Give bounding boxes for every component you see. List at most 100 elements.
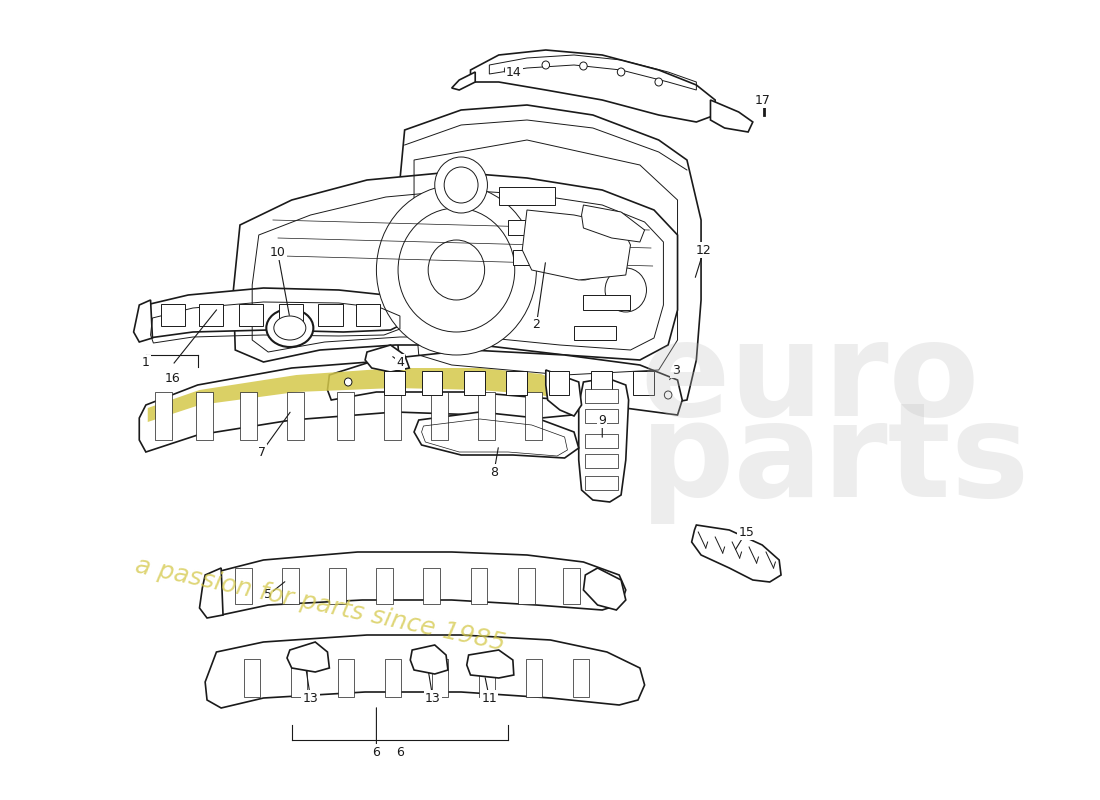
Text: 9: 9 — [598, 414, 606, 426]
Polygon shape — [328, 350, 682, 415]
Polygon shape — [471, 50, 715, 122]
Polygon shape — [410, 645, 448, 674]
Bar — [155, 392, 173, 440]
Circle shape — [605, 268, 647, 312]
Bar — [338, 659, 354, 697]
Bar — [199, 304, 223, 326]
Polygon shape — [711, 100, 752, 132]
Text: 16: 16 — [164, 371, 180, 385]
Text: 10: 10 — [270, 246, 286, 258]
Polygon shape — [579, 378, 628, 502]
Polygon shape — [405, 296, 428, 330]
Bar — [196, 392, 212, 440]
Text: euro: euro — [640, 317, 979, 443]
Text: 1: 1 — [142, 357, 150, 370]
Polygon shape — [199, 568, 223, 618]
Bar — [518, 568, 535, 604]
Polygon shape — [140, 360, 582, 452]
Text: 6: 6 — [396, 746, 404, 758]
Polygon shape — [522, 210, 630, 280]
Bar — [384, 371, 405, 395]
Text: 3: 3 — [672, 363, 680, 377]
Polygon shape — [365, 345, 409, 372]
Text: 13: 13 — [302, 691, 318, 705]
Circle shape — [564, 240, 603, 280]
Polygon shape — [452, 72, 475, 90]
Bar — [591, 371, 612, 395]
Bar — [431, 392, 448, 440]
Bar — [384, 392, 400, 440]
Bar — [549, 371, 570, 395]
Text: 8: 8 — [490, 466, 498, 478]
Bar — [318, 304, 342, 326]
Circle shape — [434, 157, 487, 213]
Text: 2: 2 — [532, 318, 540, 331]
Bar — [585, 454, 618, 468]
Bar — [498, 187, 556, 205]
Circle shape — [654, 78, 662, 86]
Bar — [585, 389, 618, 403]
Bar — [355, 304, 381, 326]
Circle shape — [542, 61, 550, 69]
Bar — [634, 371, 654, 395]
Circle shape — [617, 68, 625, 76]
Bar — [573, 659, 590, 697]
Bar — [513, 250, 560, 265]
Text: 4: 4 — [396, 355, 404, 369]
Bar — [421, 371, 442, 395]
Text: 14: 14 — [506, 66, 521, 78]
Polygon shape — [233, 172, 678, 362]
Text: 6: 6 — [373, 746, 381, 758]
Bar — [432, 659, 448, 697]
Bar — [526, 659, 542, 697]
Bar — [287, 392, 304, 440]
Bar — [244, 659, 260, 697]
Bar — [478, 392, 495, 440]
Bar — [376, 568, 394, 604]
Polygon shape — [692, 525, 781, 582]
Bar — [278, 304, 303, 326]
Bar — [464, 371, 485, 395]
Text: 15: 15 — [738, 526, 755, 538]
Bar — [424, 568, 440, 604]
Text: 5: 5 — [264, 589, 272, 602]
Polygon shape — [466, 650, 514, 678]
Bar — [337, 392, 354, 440]
Text: 12: 12 — [696, 243, 712, 257]
Bar — [585, 434, 618, 448]
Polygon shape — [414, 412, 579, 458]
Bar — [235, 568, 252, 604]
Bar — [471, 568, 487, 604]
Bar — [290, 659, 307, 697]
Text: parts: parts — [640, 397, 1031, 523]
Circle shape — [664, 391, 672, 399]
Text: 13: 13 — [425, 691, 441, 705]
Text: 17: 17 — [755, 94, 770, 106]
Polygon shape — [546, 370, 582, 416]
Text: a passion for parts since 1985: a passion for parts since 1985 — [133, 554, 507, 656]
Bar — [525, 392, 542, 440]
Polygon shape — [583, 568, 626, 610]
Polygon shape — [287, 642, 329, 672]
Polygon shape — [207, 552, 626, 615]
Bar — [583, 295, 630, 310]
Bar — [385, 659, 400, 697]
Ellipse shape — [274, 316, 306, 340]
Text: 11: 11 — [482, 691, 497, 705]
Circle shape — [398, 208, 515, 332]
Bar — [574, 326, 616, 340]
Bar — [239, 304, 264, 326]
Polygon shape — [133, 300, 153, 342]
Polygon shape — [147, 368, 574, 422]
Circle shape — [376, 185, 537, 355]
Bar — [161, 304, 186, 326]
Text: 7: 7 — [257, 446, 265, 458]
Bar — [585, 476, 618, 490]
Bar — [506, 371, 527, 395]
Polygon shape — [205, 635, 645, 708]
Circle shape — [444, 167, 478, 203]
Bar — [563, 568, 580, 604]
Circle shape — [580, 62, 587, 70]
Polygon shape — [582, 205, 645, 242]
Bar — [329, 568, 346, 604]
